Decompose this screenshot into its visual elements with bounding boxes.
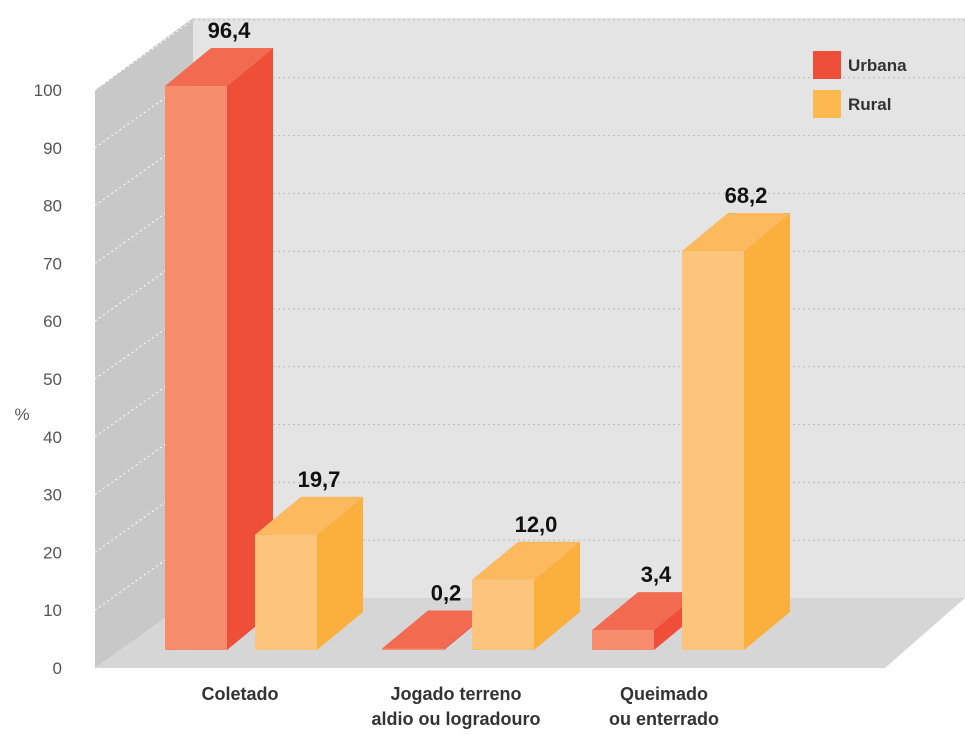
bar-top xyxy=(592,592,700,631)
bar-urbana-0 xyxy=(165,48,273,651)
gridline-left xyxy=(94,19,194,91)
data-label: 68,2 xyxy=(725,183,768,208)
bars: 96,4 0,2 3,4 19,7 12,0 68,2 xyxy=(165,18,790,651)
bar-front xyxy=(382,648,444,650)
bar-rural-1 xyxy=(472,541,580,650)
y-tick-label: 100 xyxy=(34,81,62,100)
y-axis-ticks: 0 10 20 30 40 50 60 70 80 90 100 xyxy=(34,81,62,678)
y-tick-label: 70 xyxy=(43,254,62,273)
category-label: Coletado xyxy=(201,684,278,704)
y-tick-label: 80 xyxy=(43,197,62,216)
category-label: Queimado xyxy=(620,684,708,704)
bar-top xyxy=(682,213,790,252)
legend-label-urbana: Urbana xyxy=(848,56,907,75)
bar-rural-2 xyxy=(682,213,790,650)
bar-top xyxy=(255,496,363,535)
category-label: aldio ou logradouro xyxy=(372,709,541,729)
bar-side xyxy=(534,541,580,650)
data-label: 12,0 xyxy=(515,512,558,537)
data-label: 3,4 xyxy=(641,562,672,587)
bar-front xyxy=(255,534,317,650)
bar-front xyxy=(165,86,227,650)
bar-top xyxy=(382,610,490,649)
y-axis-label: % xyxy=(14,405,29,424)
y-tick-label: 20 xyxy=(43,543,62,562)
data-label: 96,4 xyxy=(208,18,252,43)
y-tick-label: 30 xyxy=(43,486,62,505)
bar-top xyxy=(165,48,273,87)
bar-front xyxy=(682,251,744,650)
legend-swatch-urbana xyxy=(813,51,841,79)
bar-side xyxy=(317,496,363,650)
bar-rural-0 xyxy=(255,496,363,650)
bar-top xyxy=(472,541,580,580)
category-labels: Coletado Jogado terreno aldio ou logradour… xyxy=(201,684,719,729)
category-label: Jogado terreno xyxy=(390,684,521,704)
legend: Urbana Rural xyxy=(813,51,907,118)
bar-side xyxy=(227,48,273,651)
bar-side xyxy=(744,213,790,650)
bar-front xyxy=(592,630,654,650)
y-tick-label: 10 xyxy=(43,601,62,620)
data-label: 0,2 xyxy=(431,581,462,606)
y-tick-label: 40 xyxy=(43,428,62,447)
bar-front xyxy=(472,579,534,650)
y-tick-label: 90 xyxy=(43,139,62,158)
legend-label-rural: Rural xyxy=(848,95,891,114)
category-label: ou enterrado xyxy=(609,709,719,729)
data-label: 19,7 xyxy=(298,467,341,492)
y-tick-label: 0 xyxy=(53,659,62,678)
legend-swatch-rural xyxy=(813,90,841,118)
y-tick-label: 60 xyxy=(43,312,62,331)
y-tick-label: 50 xyxy=(43,370,62,389)
